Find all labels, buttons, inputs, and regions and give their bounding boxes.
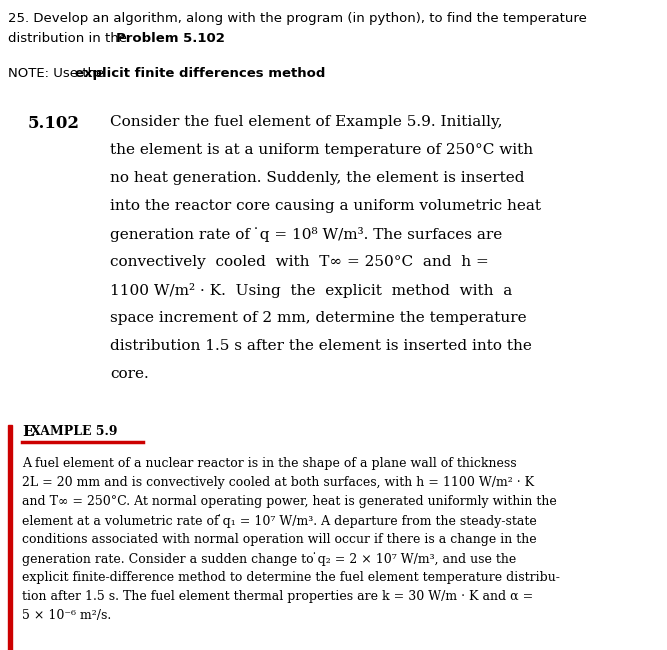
Text: core.: core. <box>110 367 149 381</box>
Text: element at a volumetric rate of ̇q₁ = 10⁷ W/m³. A departure from the steady-stat: element at a volumetric rate of ̇q₁ = 10… <box>22 514 537 528</box>
Text: into the reactor core causing a uniform volumetric heat: into the reactor core causing a uniform … <box>110 199 541 213</box>
Text: A fuel element of a nuclear reactor is in the shape of a plane wall of thickness: A fuel element of a nuclear reactor is i… <box>22 457 517 470</box>
Text: no heat generation. Suddenly, the element is inserted: no heat generation. Suddenly, the elemen… <box>110 171 524 185</box>
Text: Problem 5.102: Problem 5.102 <box>116 32 225 45</box>
Text: 2L = 20 mm and is convectively cooled at both surfaces, with h = 1100 W/m² · K: 2L = 20 mm and is convectively cooled at… <box>22 476 534 489</box>
Text: generation rate. Consider a sudden change to ̇q₂ = 2 × 10⁷ W/m³, and use the: generation rate. Consider a sudden chang… <box>22 552 516 566</box>
Text: explicit finite differences method: explicit finite differences method <box>75 67 325 80</box>
Text: the element is at a uniform temperature of 250°C with: the element is at a uniform temperature … <box>110 143 533 157</box>
Text: conditions associated with normal operation will occur if there is a change in t: conditions associated with normal operat… <box>22 533 537 546</box>
Text: 25. Develop an algorithm, along with the program (in python), to find the temper: 25. Develop an algorithm, along with the… <box>8 12 587 25</box>
Text: tion after 1.5 s. The fuel element thermal properties are k = 30 W/m · K and α =: tion after 1.5 s. The fuel element therm… <box>22 590 533 603</box>
Text: space increment of 2 mm, determine the temperature: space increment of 2 mm, determine the t… <box>110 311 527 325</box>
Text: distribution in the: distribution in the <box>8 32 131 45</box>
Text: distribution 1.5 s after the element is inserted into the: distribution 1.5 s after the element is … <box>110 339 532 353</box>
Text: convectively  cooled  with  T∞ = 250°C  and  h =: convectively cooled with T∞ = 250°C and … <box>110 255 489 269</box>
Text: explicit finite-difference method to determine the fuel element temperature dist: explicit finite-difference method to det… <box>22 571 560 584</box>
Bar <box>8 425 12 650</box>
Text: 5.102: 5.102 <box>28 115 80 132</box>
Text: XAMPLE 5.9: XAMPLE 5.9 <box>31 425 117 438</box>
Text: generation rate of  ̇q = 10⁸ W/m³. The surfaces are: generation rate of ̇q = 10⁸ W/m³. The su… <box>110 227 502 242</box>
Text: 5 × 10⁻⁶ m²/s.: 5 × 10⁻⁶ m²/s. <box>22 609 111 622</box>
Text: E: E <box>22 425 33 439</box>
Text: and T∞ = 250°C. At normal operating power, heat is generated uniformly within th: and T∞ = 250°C. At normal operating powe… <box>22 495 557 508</box>
Text: NOTE: Use the: NOTE: Use the <box>8 67 109 80</box>
Text: 1100 W/m² · K.  Using  the  explicit  method  with  a: 1100 W/m² · K. Using the explicit method… <box>110 283 512 298</box>
Text: Consider the fuel element of Example 5.9. Initially,: Consider the fuel element of Example 5.9… <box>110 115 502 129</box>
